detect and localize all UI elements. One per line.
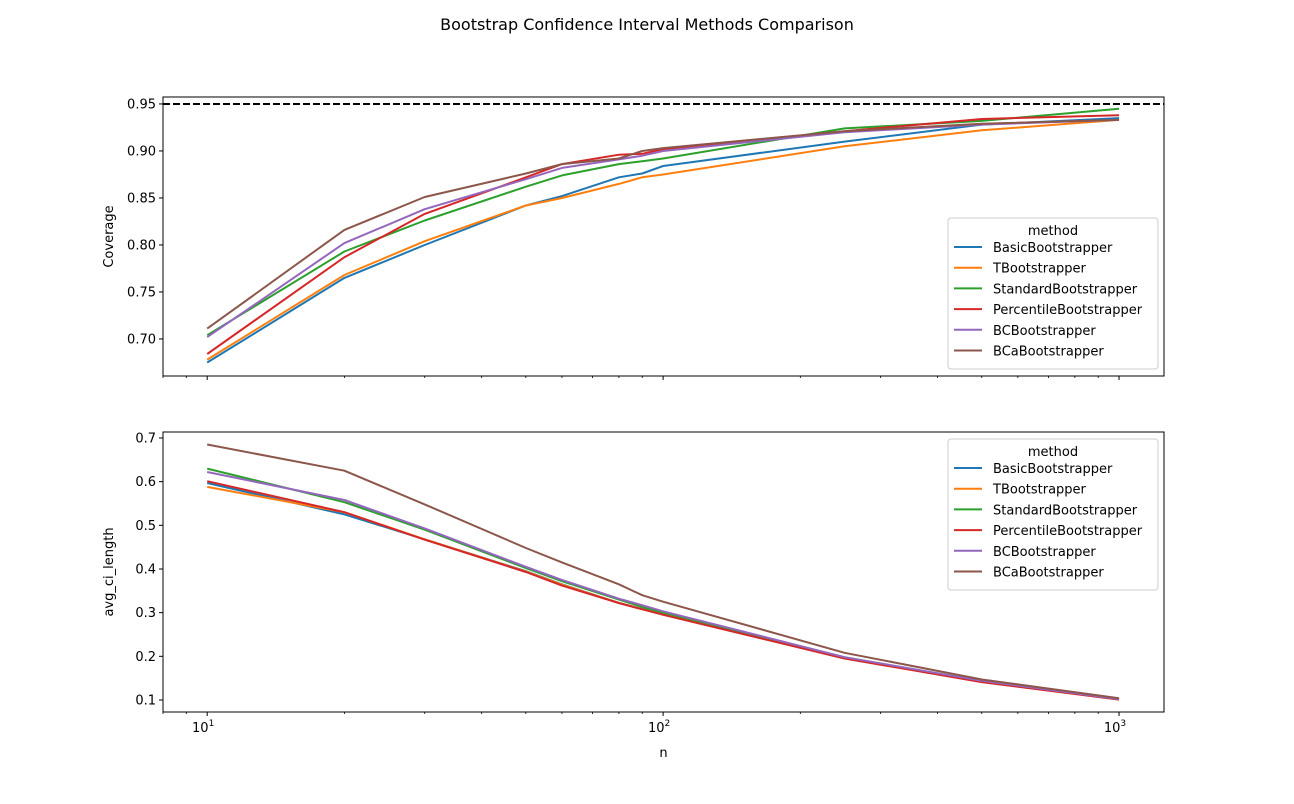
y-tick-label: 0.6 bbox=[135, 475, 156, 490]
legend-label: PercentileBootstrapper bbox=[993, 303, 1143, 318]
y-tick-label: 0.4 bbox=[135, 562, 156, 577]
legend-label: StandardBootstrapper bbox=[993, 282, 1138, 297]
x-tick-exp: 1 bbox=[209, 719, 215, 729]
y-tick-label: 0.85 bbox=[127, 191, 156, 206]
x-tick-label: 101 bbox=[192, 719, 214, 736]
figure-title: Bootstrap Confidence Interval Methods Co… bbox=[440, 15, 854, 34]
y-tick-label: 0.2 bbox=[135, 650, 156, 665]
legend: method BasicBootstrapper TBootstrapper Stan… bbox=[947, 217, 1159, 370]
y-tick-label: 0.95 bbox=[127, 97, 156, 112]
series-line-BCaBootstrapper bbox=[207, 443, 1120, 700]
series-line-BasicBootstrapper bbox=[206, 117, 1120, 364]
x-tick-base: 10 bbox=[648, 721, 665, 736]
y-tick-label: 0.3 bbox=[135, 606, 156, 621]
x-axis-label: n bbox=[659, 746, 667, 761]
series-line-BCaBootstrapper bbox=[206, 118, 1120, 330]
y-tick-label: 0.70 bbox=[127, 332, 156, 347]
y-tick-label: 0.75 bbox=[127, 285, 156, 300]
legend-label: BCBootstrapper bbox=[993, 545, 1096, 560]
y-axis-label: Coverage bbox=[102, 205, 117, 267]
legend-label: BasicBootstrapper bbox=[993, 241, 1113, 256]
x-tick-exp: 2 bbox=[665, 719, 671, 729]
y-tick-label: 0.1 bbox=[135, 693, 156, 708]
x-tick-exp: 3 bbox=[1120, 719, 1126, 729]
legend-label: BCBootstrapper bbox=[993, 324, 1096, 339]
legend-label: TBootstrapper bbox=[992, 483, 1087, 498]
legend-label: BCaBootstrapper bbox=[993, 345, 1104, 360]
series-line-PercentileBootstrapper bbox=[206, 114, 1120, 355]
series-line-StandardBootstrapper bbox=[206, 107, 1120, 337]
y-tick-label: 0.90 bbox=[127, 144, 156, 159]
legend-label: BasicBootstrapper bbox=[993, 462, 1113, 477]
legend-box bbox=[947, 217, 1159, 370]
x-tick-base: 10 bbox=[192, 721, 209, 736]
legend-label: TBootstrapper bbox=[992, 262, 1087, 277]
x-tick-base: 10 bbox=[1104, 721, 1121, 736]
x-tick-label: 103 bbox=[1104, 719, 1126, 736]
legend: method BasicBootstrapper TBootstrapper Stan… bbox=[947, 438, 1159, 591]
legend-title: method bbox=[1028, 224, 1078, 239]
axes-frame bbox=[162, 431, 1165, 713]
legend-box bbox=[947, 438, 1159, 591]
y-tick-label: 0.5 bbox=[135, 519, 156, 534]
series-line-PercentileBootstrapper bbox=[206, 480, 1120, 701]
legend-label: StandardBootstrapper bbox=[993, 503, 1138, 518]
axes-frame bbox=[162, 96, 1165, 377]
series-line-TBootstrapper bbox=[206, 118, 1120, 361]
subplot-1: 0.70 0.75 0.80 0.85 0.90 0.95 Coverage method Ba… bbox=[102, 96, 1165, 380]
x-tick-label: 102 bbox=[648, 719, 670, 736]
y-tick-label: 0.7 bbox=[135, 431, 156, 446]
y-tick-label: 0.80 bbox=[127, 238, 156, 253]
series-line-BCBootstrapper bbox=[207, 471, 1120, 701]
y-axis-label: avg_ci_length bbox=[102, 527, 117, 616]
legend-label: BCaBootstrapper bbox=[993, 566, 1104, 581]
legend-label: PercentileBootstrapper bbox=[993, 524, 1143, 539]
legend-title: method bbox=[1028, 445, 1078, 460]
